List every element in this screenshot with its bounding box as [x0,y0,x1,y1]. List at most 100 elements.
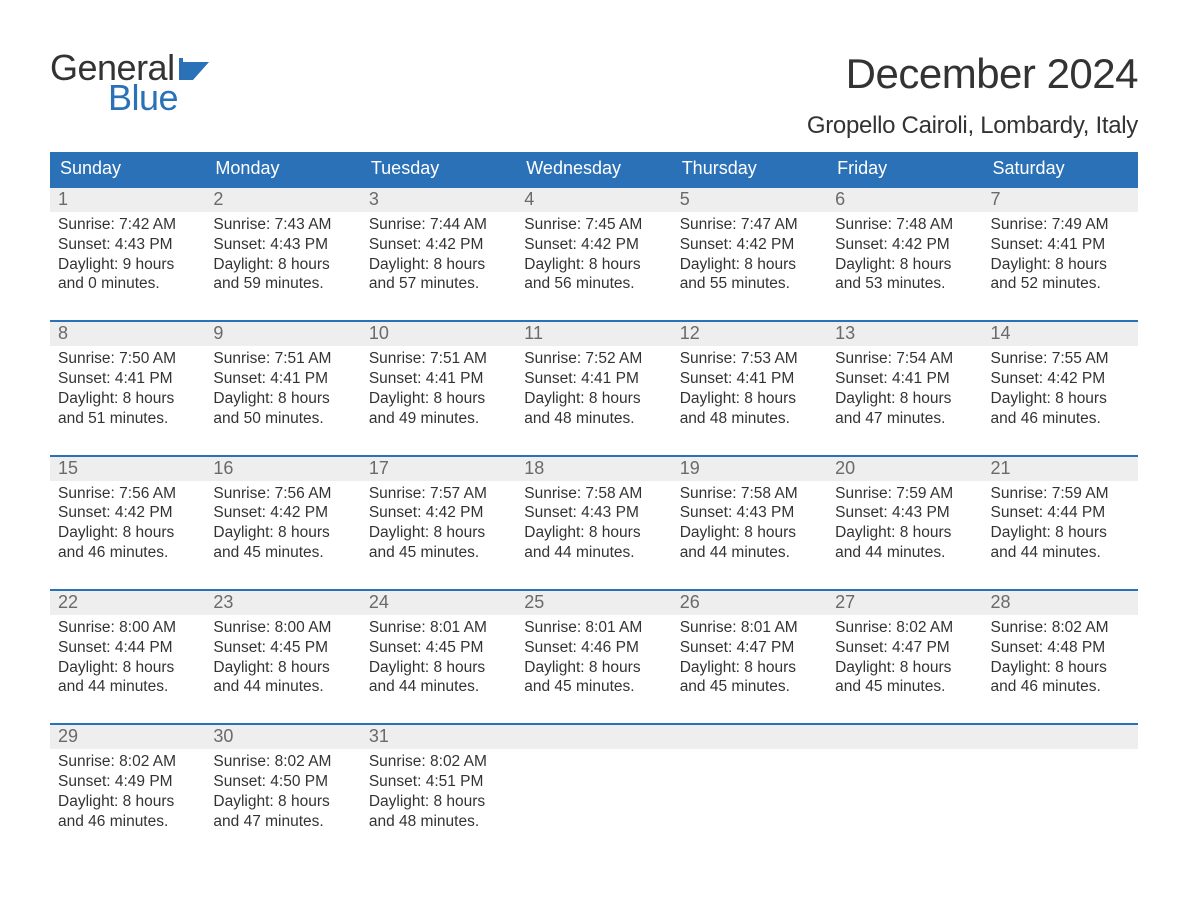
daylight-line1: Daylight: 8 hours [680,523,819,543]
day-details: Sunrise: 8:02 AMSunset: 4:47 PMDaylight:… [827,615,982,697]
calendar-day: 13Sunrise: 7:54 AMSunset: 4:41 PMDayligh… [827,322,982,428]
sunrise-text: Sunrise: 7:57 AM [369,484,508,504]
day-details: Sunrise: 7:51 AMSunset: 4:41 PMDaylight:… [361,346,516,428]
daylight-line2: and 57 minutes. [369,274,508,294]
calendar-day: 22Sunrise: 8:00 AMSunset: 4:44 PMDayligh… [50,591,205,697]
empty-day: . [983,725,1138,831]
day-number: 20 [827,457,982,481]
page-title: December 2024 [807,50,1138,98]
day-details: Sunrise: 7:49 AMSunset: 4:41 PMDaylight:… [983,212,1138,294]
sunrise-text: Sunrise: 7:47 AM [680,215,819,235]
daylight-line1: Daylight: 8 hours [213,792,352,812]
calendar-day: 19Sunrise: 7:58 AMSunset: 4:43 PMDayligh… [672,457,827,563]
day-number: 30 [205,725,360,749]
day-details: Sunrise: 8:02 AMSunset: 4:51 PMDaylight:… [361,749,516,831]
location: Gropello Cairoli, Lombardy, Italy [807,112,1138,140]
daylight-line2: and 48 minutes. [524,409,663,429]
day-details: Sunrise: 7:47 AMSunset: 4:42 PMDaylight:… [672,212,827,294]
day-details: Sunrise: 7:58 AMSunset: 4:43 PMDaylight:… [672,481,827,563]
day-number: . [672,725,827,749]
daylight-line2: and 46 minutes. [991,677,1130,697]
calendar-day: 20Sunrise: 7:59 AMSunset: 4:43 PMDayligh… [827,457,982,563]
day-details: Sunrise: 7:57 AMSunset: 4:42 PMDaylight:… [361,481,516,563]
sunset-text: Sunset: 4:43 PM [524,503,663,523]
calendar-day: 25Sunrise: 8:01 AMSunset: 4:46 PMDayligh… [516,591,671,697]
day-number: 17 [361,457,516,481]
sunset-text: Sunset: 4:51 PM [369,772,508,792]
daylight-line1: Daylight: 8 hours [524,658,663,678]
day-number: 28 [983,591,1138,615]
daylight-line2: and 47 minutes. [835,409,974,429]
header: General Blue December 2024 Gropello Cair… [50,50,1138,140]
daylight-line2: and 49 minutes. [369,409,508,429]
daylight-line2: and 45 minutes. [369,543,508,563]
day-number: . [516,725,671,749]
day-number: . [827,725,982,749]
calendar-day: 12Sunrise: 7:53 AMSunset: 4:41 PMDayligh… [672,322,827,428]
logo: General Blue [50,50,213,116]
day-number: 9 [205,322,360,346]
sunrise-text: Sunrise: 7:42 AM [58,215,197,235]
sunset-text: Sunset: 4:50 PM [213,772,352,792]
sunset-text: Sunset: 4:47 PM [835,638,974,658]
daylight-line2: and 44 minutes. [58,677,197,697]
sunset-text: Sunset: 4:43 PM [680,503,819,523]
daylight-line1: Daylight: 8 hours [213,658,352,678]
week-row: 15Sunrise: 7:56 AMSunset: 4:42 PMDayligh… [50,455,1138,563]
sunset-text: Sunset: 4:44 PM [991,503,1130,523]
calendar-day: 21Sunrise: 7:59 AMSunset: 4:44 PMDayligh… [983,457,1138,563]
week-row: 29Sunrise: 8:02 AMSunset: 4:49 PMDayligh… [50,723,1138,831]
sunset-text: Sunset: 4:41 PM [58,369,197,389]
day-number: 3 [361,188,516,212]
daylight-line1: Daylight: 8 hours [58,389,197,409]
daylight-line1: Daylight: 8 hours [369,255,508,275]
daylight-line1: Daylight: 8 hours [524,255,663,275]
dow-monday: Monday [205,152,360,186]
daylight-line2: and 55 minutes. [680,274,819,294]
calendar-day: 1Sunrise: 7:42 AMSunset: 4:43 PMDaylight… [50,188,205,294]
sunrise-text: Sunrise: 7:45 AM [524,215,663,235]
day-number: 6 [827,188,982,212]
daylight-line1: Daylight: 8 hours [835,389,974,409]
day-number: 13 [827,322,982,346]
day-number: 4 [516,188,671,212]
day-details: Sunrise: 7:55 AMSunset: 4:42 PMDaylight:… [983,346,1138,428]
sunrise-text: Sunrise: 7:54 AM [835,349,974,369]
daylight-line2: and 44 minutes. [680,543,819,563]
daylight-line1: Daylight: 8 hours [835,255,974,275]
daylight-line1: Daylight: 8 hours [58,792,197,812]
daylight-line2: and 44 minutes. [524,543,663,563]
sunrise-text: Sunrise: 7:44 AM [369,215,508,235]
day-details: Sunrise: 7:56 AMSunset: 4:42 PMDaylight:… [205,481,360,563]
day-number: 24 [361,591,516,615]
calendar-day: 17Sunrise: 7:57 AMSunset: 4:42 PMDayligh… [361,457,516,563]
daylight-line1: Daylight: 8 hours [991,523,1130,543]
sunset-text: Sunset: 4:42 PM [991,369,1130,389]
daylight-line1: Daylight: 8 hours [369,523,508,543]
logo-word2: Blue [108,80,213,116]
sunrise-text: Sunrise: 8:02 AM [835,618,974,638]
calendar-day: 23Sunrise: 8:00 AMSunset: 4:45 PMDayligh… [205,591,360,697]
sunset-text: Sunset: 4:42 PM [58,503,197,523]
day-details: Sunrise: 8:01 AMSunset: 4:47 PMDaylight:… [672,615,827,697]
day-details: Sunrise: 7:54 AMSunset: 4:41 PMDaylight:… [827,346,982,428]
calendar-day: 7Sunrise: 7:49 AMSunset: 4:41 PMDaylight… [983,188,1138,294]
daylight-line2: and 46 minutes. [58,812,197,832]
sunset-text: Sunset: 4:41 PM [680,369,819,389]
sunset-text: Sunset: 4:42 PM [213,503,352,523]
daylight-line2: and 48 minutes. [369,812,508,832]
daylight-line1: Daylight: 8 hours [524,523,663,543]
sunrise-text: Sunrise: 8:02 AM [58,752,197,772]
sunset-text: Sunset: 4:48 PM [991,638,1130,658]
day-details: Sunrise: 7:43 AMSunset: 4:43 PMDaylight:… [205,212,360,294]
sunset-text: Sunset: 4:41 PM [991,235,1130,255]
sunrise-text: Sunrise: 7:55 AM [991,349,1130,369]
sunset-text: Sunset: 4:41 PM [524,369,663,389]
calendar-day: 9Sunrise: 7:51 AMSunset: 4:41 PMDaylight… [205,322,360,428]
dow-thursday: Thursday [672,152,827,186]
daylight-line1: Daylight: 8 hours [524,389,663,409]
sunset-text: Sunset: 4:42 PM [369,503,508,523]
dow-wednesday: Wednesday [516,152,671,186]
day-details: Sunrise: 7:58 AMSunset: 4:43 PMDaylight:… [516,481,671,563]
day-of-week-header: SundayMondayTuesdayWednesdayThursdayFrid… [50,152,1138,186]
